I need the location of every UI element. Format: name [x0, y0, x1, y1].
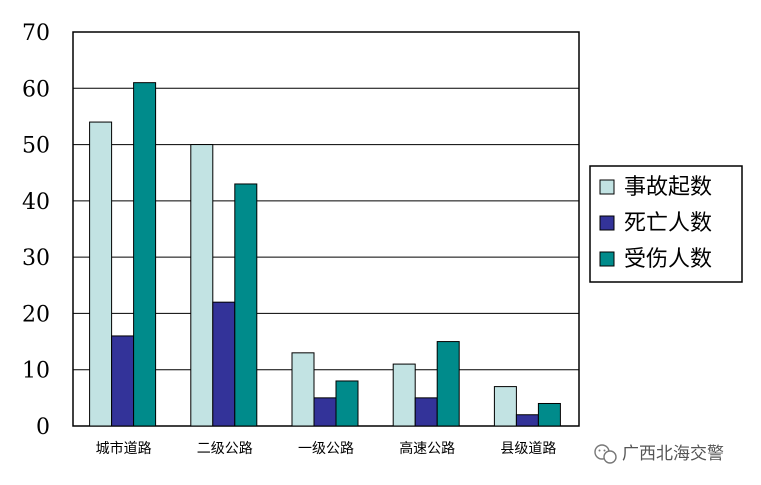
legend-frame: [589, 165, 743, 283]
legend-swatch: [599, 179, 615, 195]
x-category-label: 城市道路: [96, 440, 152, 457]
y-tick-label: 0: [36, 415, 50, 440]
bar-3-4: [436, 341, 460, 427]
bar-3-2: [234, 183, 258, 427]
y-tick-label: 50: [22, 134, 50, 159]
bar-2-3: [313, 397, 337, 427]
legend-label: 受伤人数: [624, 247, 712, 272]
bar-1-5: [493, 386, 517, 427]
bar-2-2: [212, 301, 236, 427]
y-tick-label: 60: [22, 77, 50, 102]
y-tick-label: 20: [22, 302, 50, 327]
y-tick-label: 30: [22, 246, 50, 271]
bar-1-3: [291, 352, 315, 427]
bars: [89, 82, 561, 427]
legend-swatch: [599, 215, 615, 231]
y-tick-label: 70: [22, 21, 50, 46]
x-axis-category-labels: 城市道路 二级公路 一级公路 高速公路 县级道路: [96, 440, 557, 457]
bar-3-5: [537, 402, 561, 427]
y-tick-label: 10: [22, 359, 50, 384]
bar-1-4: [392, 363, 416, 427]
watermark: 广西北海交警: [594, 444, 724, 464]
x-category-label: 县级道路: [500, 441, 556, 457]
legend-label: 死亡人数: [624, 211, 712, 236]
legend-swatch: [599, 251, 615, 267]
gridlines: [73, 87, 579, 371]
y-axis-tick-labels: 0 10 20 30 40 50 60 70: [22, 21, 50, 440]
x-category-label: 二级公路: [197, 441, 253, 457]
bar-2-5: [515, 414, 539, 427]
x-category-label: 一级公路: [298, 441, 354, 457]
watermark-text: 广西北海交警: [622, 444, 724, 464]
x-category-label: 高速公路: [399, 440, 455, 457]
bar-3-3: [335, 380, 359, 427]
bar-1-2: [190, 144, 214, 427]
bar-3-1: [133, 82, 157, 427]
wechat-icon: [594, 444, 617, 464]
y-tick-label: 40: [22, 190, 50, 215]
bar-2-4: [414, 397, 438, 427]
legend-label: 事故起数: [624, 175, 712, 200]
bar-2-1: [111, 335, 135, 427]
bar-1-1: [89, 121, 113, 427]
